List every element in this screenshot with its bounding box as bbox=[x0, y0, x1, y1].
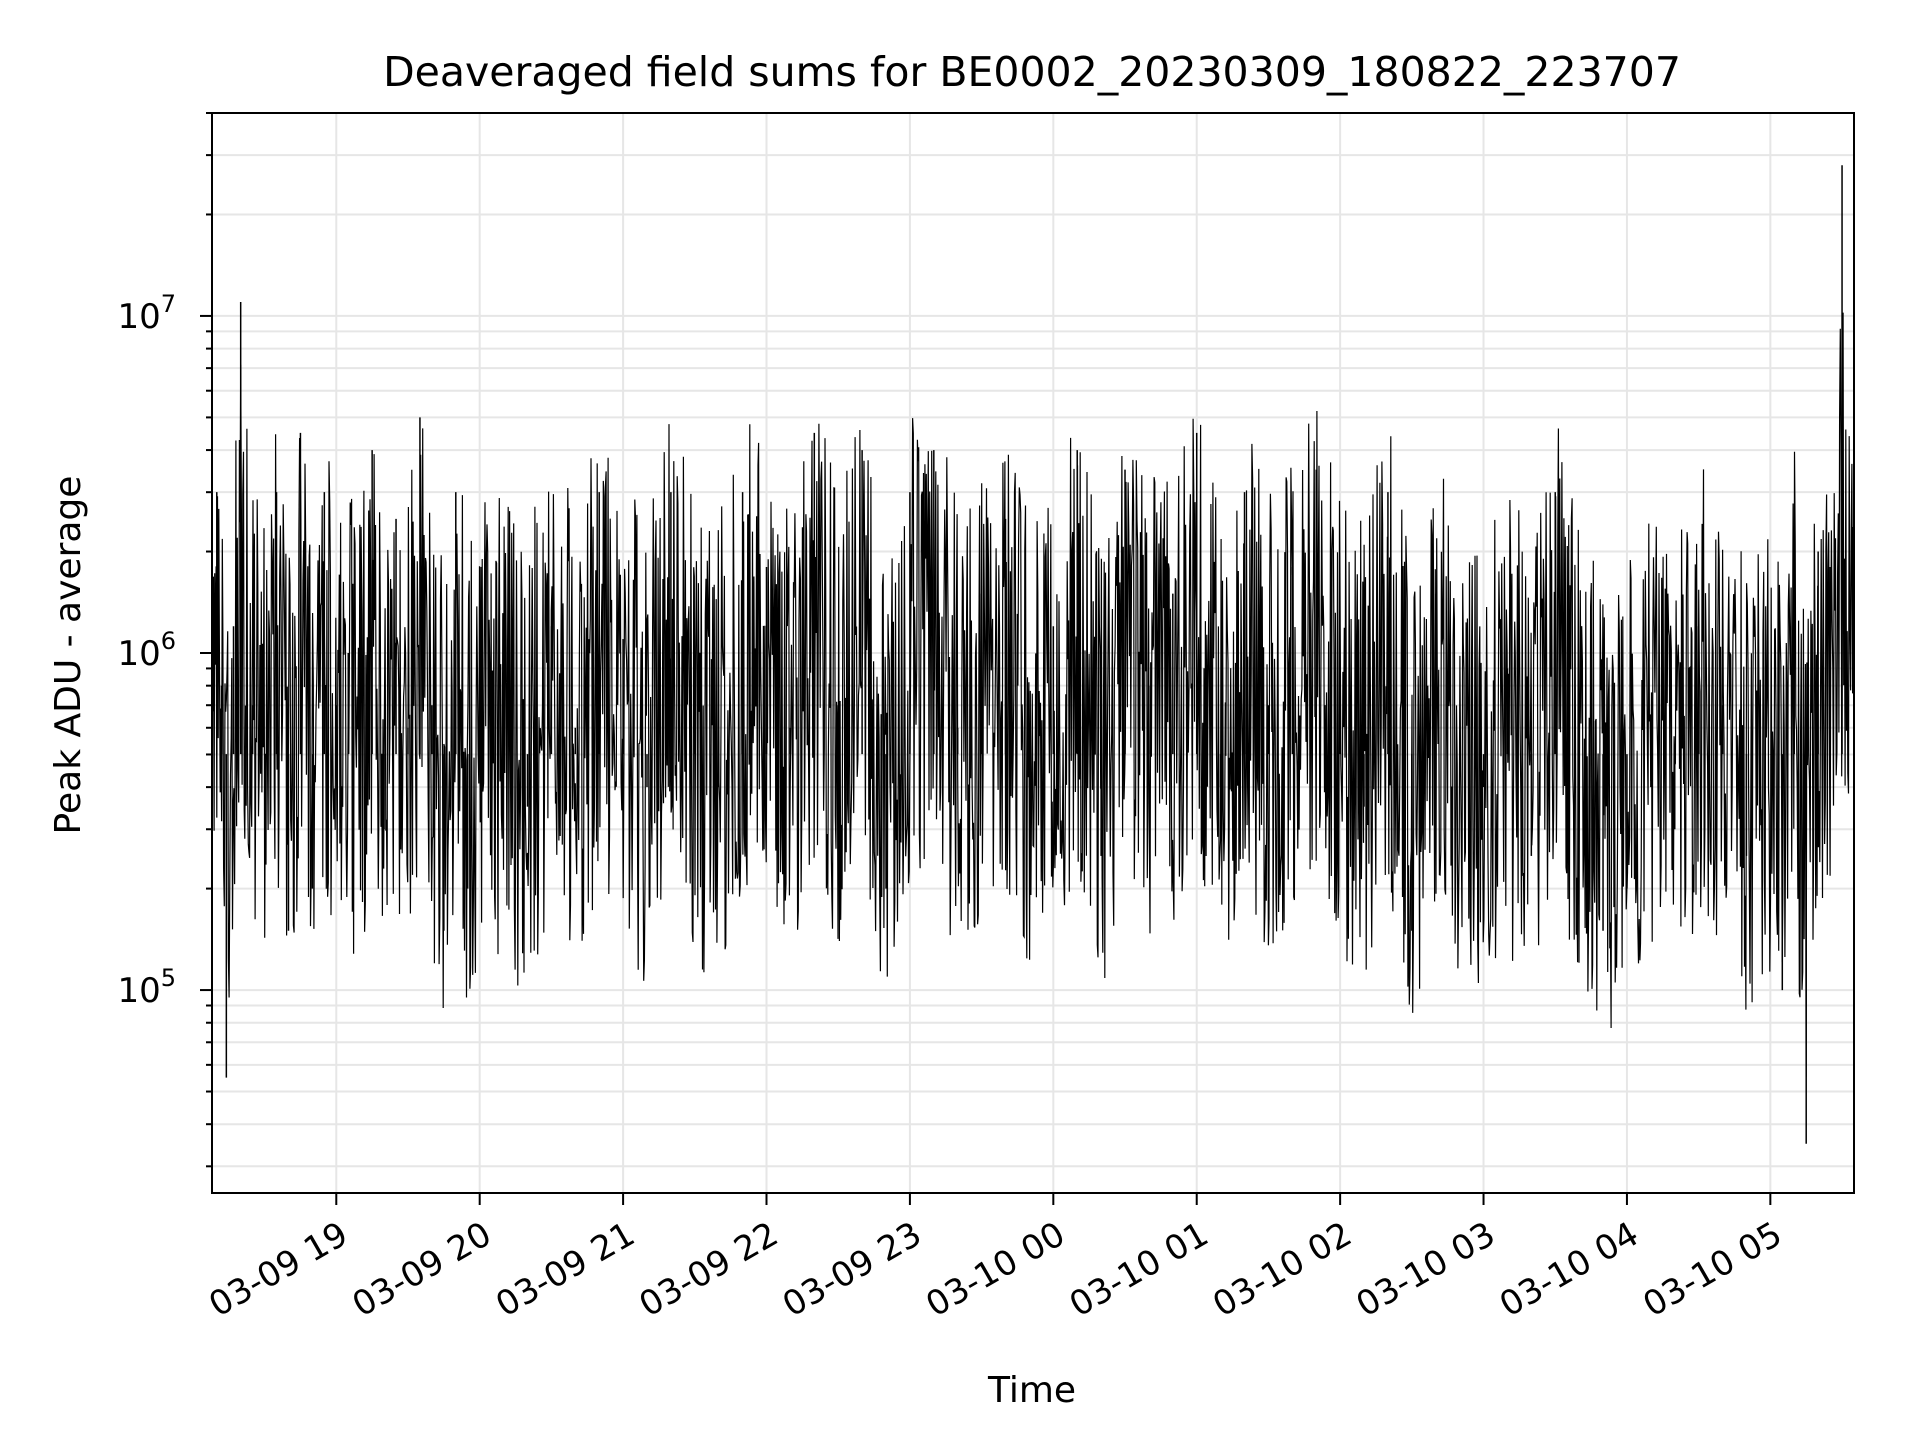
y-tick-label-base: 10 bbox=[117, 634, 160, 674]
y-tick-label-exponent: 6 bbox=[161, 627, 176, 655]
plot-area bbox=[211, 165, 1855, 1144]
y-tick-label: 107 bbox=[117, 290, 176, 337]
y-tick-label: 106 bbox=[117, 627, 176, 674]
y-tick-label: 105 bbox=[117, 964, 176, 1011]
y-axis-label: Peak ADU - average bbox=[48, 476, 89, 835]
y-tick-label-base: 10 bbox=[117, 297, 160, 337]
x-axis-label: Time bbox=[987, 1370, 1076, 1411]
y-tick-label-base: 10 bbox=[117, 971, 160, 1011]
series-line bbox=[211, 312, 1855, 1077]
y-tick-label-exponent: 5 bbox=[161, 964, 176, 992]
y-tick-label-exponent: 7 bbox=[161, 290, 176, 318]
chart-title: Deaveraged field sums for BE0002_2023030… bbox=[383, 48, 1681, 96]
